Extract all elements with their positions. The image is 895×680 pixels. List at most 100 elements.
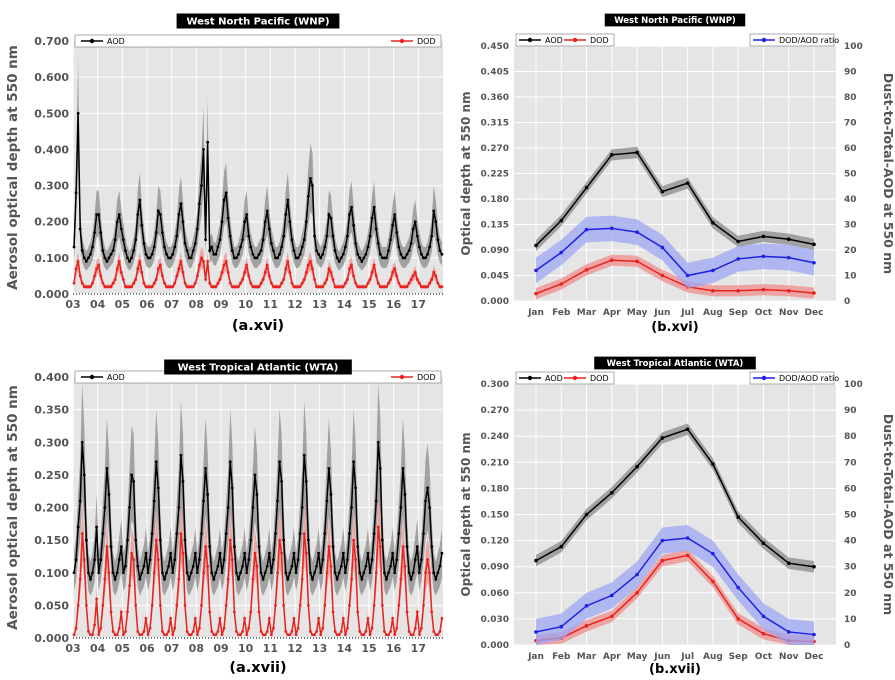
ratio-point xyxy=(786,255,791,260)
aod-point xyxy=(341,551,345,555)
y-tick-label: 0.200 xyxy=(34,216,69,229)
aod-point xyxy=(200,532,203,535)
y-tick-label: 0.270 xyxy=(481,406,509,416)
dod-point xyxy=(169,285,173,289)
dod-point xyxy=(288,270,292,274)
aod-point xyxy=(321,558,325,562)
ratio-point xyxy=(660,245,665,250)
aod-point xyxy=(346,558,349,562)
dod-point xyxy=(235,630,238,633)
dod-point xyxy=(142,630,146,633)
dod-point xyxy=(350,263,353,267)
aod-point xyxy=(130,256,133,260)
dod-point xyxy=(76,603,80,607)
aod-point xyxy=(208,249,212,253)
dod-point xyxy=(335,285,339,289)
dod-point xyxy=(189,633,193,637)
dod-point xyxy=(286,260,290,263)
dod-point xyxy=(251,285,255,289)
y2-tick-label: 100 xyxy=(844,42,863,52)
dod-point xyxy=(366,617,370,620)
dod-point xyxy=(356,610,360,614)
aod-point xyxy=(140,223,144,227)
dod-point xyxy=(401,545,405,549)
aod-point xyxy=(265,209,269,213)
x-tick-label: 16 xyxy=(386,642,402,655)
aod-point xyxy=(376,242,380,245)
ratio-point xyxy=(711,551,715,556)
y-tick-label: 0.450 xyxy=(481,42,509,52)
dod-point xyxy=(309,630,312,633)
aod-legend-marker xyxy=(89,374,95,380)
dod-point xyxy=(761,287,766,292)
dod-point xyxy=(200,256,203,260)
dod-point xyxy=(422,285,425,289)
dod-point xyxy=(72,633,76,637)
aod-point xyxy=(278,460,281,464)
x-tick-label: 14 xyxy=(337,642,353,655)
dod-point xyxy=(341,285,345,289)
aod-point xyxy=(559,544,564,549)
dod-uncertainty-band xyxy=(536,549,814,645)
aod-point xyxy=(121,238,125,242)
dod-point xyxy=(294,633,298,637)
dod-legend-marker xyxy=(399,38,405,44)
aod-point xyxy=(711,462,715,466)
dod-point xyxy=(391,270,395,274)
y2-tick-label: 10 xyxy=(844,272,857,282)
y-tick-label: 0.600 xyxy=(34,71,69,84)
aod-point xyxy=(111,571,115,575)
aod-point xyxy=(584,512,589,517)
dod-point xyxy=(389,630,392,633)
dod-point xyxy=(261,278,265,281)
aod-point xyxy=(380,538,384,542)
dod-point xyxy=(584,268,589,272)
aod-point xyxy=(302,238,306,242)
aod-uncertainty-band xyxy=(74,383,442,596)
y2-tick-label: 0 xyxy=(844,641,850,651)
aod-point xyxy=(685,427,690,432)
aod-point xyxy=(113,238,117,242)
ratio-legend-label: DOD/AOD ratio xyxy=(779,374,839,383)
y-tick-label: 0.090 xyxy=(481,563,509,573)
aod-point xyxy=(78,499,82,503)
dod-point xyxy=(146,285,150,289)
x-tick-label: 05 xyxy=(115,642,130,655)
dod-point xyxy=(93,274,96,278)
dod-point xyxy=(422,603,425,607)
aod-point xyxy=(383,571,386,575)
dod-point xyxy=(337,285,341,289)
dod-point xyxy=(195,633,199,637)
dod-point xyxy=(124,285,127,289)
y2-tick-label: 0 xyxy=(844,297,850,307)
aod-point xyxy=(245,571,249,575)
dod-point xyxy=(84,285,88,289)
aod-point xyxy=(249,538,253,542)
ratio-point xyxy=(812,632,816,637)
aod-point xyxy=(309,571,312,575)
dod-point xyxy=(317,285,321,289)
aod-point xyxy=(226,506,230,509)
dod-point xyxy=(368,633,372,637)
dod-point xyxy=(364,285,368,289)
dod-point xyxy=(302,278,306,281)
aod-point xyxy=(395,558,399,562)
dod-point xyxy=(387,281,390,285)
y-tick-label: 0.180 xyxy=(481,484,509,494)
dod-point xyxy=(179,260,183,263)
aod-point xyxy=(368,234,372,238)
y-axis-label: Optical depth at 550 nm xyxy=(459,432,473,596)
aod-point xyxy=(296,558,300,562)
dod-point xyxy=(399,577,403,581)
dod-point xyxy=(99,274,103,278)
dod-point xyxy=(274,285,277,289)
aod-point xyxy=(93,231,96,234)
aod-point xyxy=(193,551,197,555)
dod-point xyxy=(93,623,96,627)
aod-point xyxy=(154,231,158,234)
aod-point xyxy=(736,239,740,244)
aod-point xyxy=(635,464,639,469)
aod-point xyxy=(405,252,409,256)
dod-point xyxy=(237,285,240,289)
aod-point xyxy=(405,545,409,549)
